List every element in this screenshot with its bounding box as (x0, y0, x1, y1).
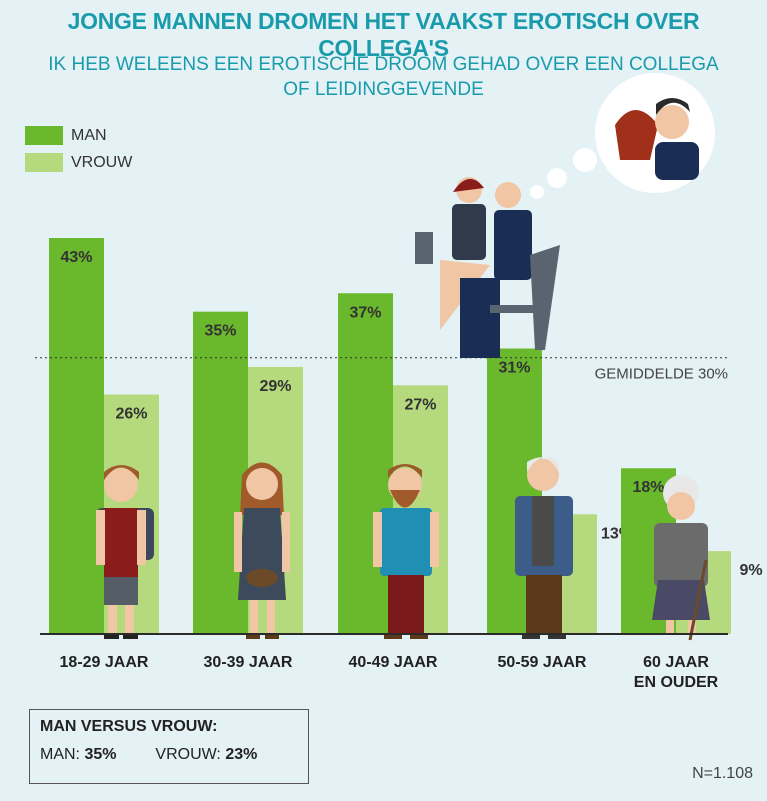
legend-swatch-vrouw (25, 153, 63, 172)
category-label-5: 60 JAAR EN OUDER (634, 654, 719, 691)
person-bearded-man-illustration (373, 464, 439, 639)
category-label-3: 40-49 JAAR (349, 654, 438, 671)
bar-man-3 (338, 293, 393, 634)
category-label-1: 18-29 JAAR (60, 654, 149, 671)
person-young-woman-illustration (234, 462, 290, 639)
category-label-4: 50-59 JAAR (498, 654, 587, 671)
legend-swatch-man (25, 126, 63, 145)
legend-label-vrouw: VROUW (71, 153, 133, 171)
value-label-vrouw-5: 9% (739, 562, 762, 579)
summary-values: MAN: 35% VROUW: 23% (40, 746, 298, 764)
value-label-man-5: 18% (632, 479, 664, 496)
value-label-man-3: 37% (349, 304, 381, 321)
chart-title: JONGE MANNEN DROMEN HET VAAKST EROTISCH … (67, 8, 700, 61)
bar-man-2 (193, 311, 248, 634)
person-elderly-woman-illustration (652, 475, 710, 641)
person-older-man-illustration (515, 457, 573, 639)
summary-vrouw-label: VROUW: (155, 746, 221, 763)
summary-vrouw-value: 23% (225, 746, 258, 763)
dream-bubble-illustration (530, 73, 715, 199)
bar-man-1 (49, 238, 104, 634)
summary-heading: MAN VERSUS VROUW: (40, 718, 218, 735)
value-label-man-2: 35% (204, 323, 236, 340)
legend-item-man: MAN (25, 126, 107, 145)
legend-item-vrouw: VROUW (25, 153, 132, 172)
value-label-vrouw-2: 29% (259, 378, 291, 395)
legend-label-man: MAN (71, 126, 107, 144)
person-young-man-illustration (96, 465, 154, 639)
category-labels: 18-29 JAAR 30-39 JAAR 40-49 JAAR 50-59 JAAR… (60, 654, 719, 691)
subtitle-line-2: OF LEIDINGGEVENDE (283, 79, 484, 100)
value-label-man-4: 31% (498, 360, 530, 377)
office-couple-illustration (415, 177, 560, 358)
summary-box: MAN VERSUS VROUW: MAN: 35% VROUW: 23% (29, 709, 309, 784)
category-label-2: 30-39 JAAR (204, 654, 293, 671)
chart-subtitle: IK HEB WELEENS EEN EROTISCHE DROOM GEHAD… (40, 52, 727, 102)
summary-man-label: MAN: (40, 746, 80, 763)
summary-man-value: 35% (84, 746, 117, 763)
value-label-man-1: 43% (60, 249, 92, 266)
subtitle-line-1: IK HEB WELEENS EEN EROTISCHE DROOM GEHAD… (48, 54, 719, 75)
average-label: GEMIDDELDE 30% (595, 366, 728, 383)
sample-size: N=1.108 (692, 765, 753, 782)
value-label-vrouw-1: 26% (115, 406, 147, 423)
value-label-vrouw-3: 27% (404, 396, 436, 413)
